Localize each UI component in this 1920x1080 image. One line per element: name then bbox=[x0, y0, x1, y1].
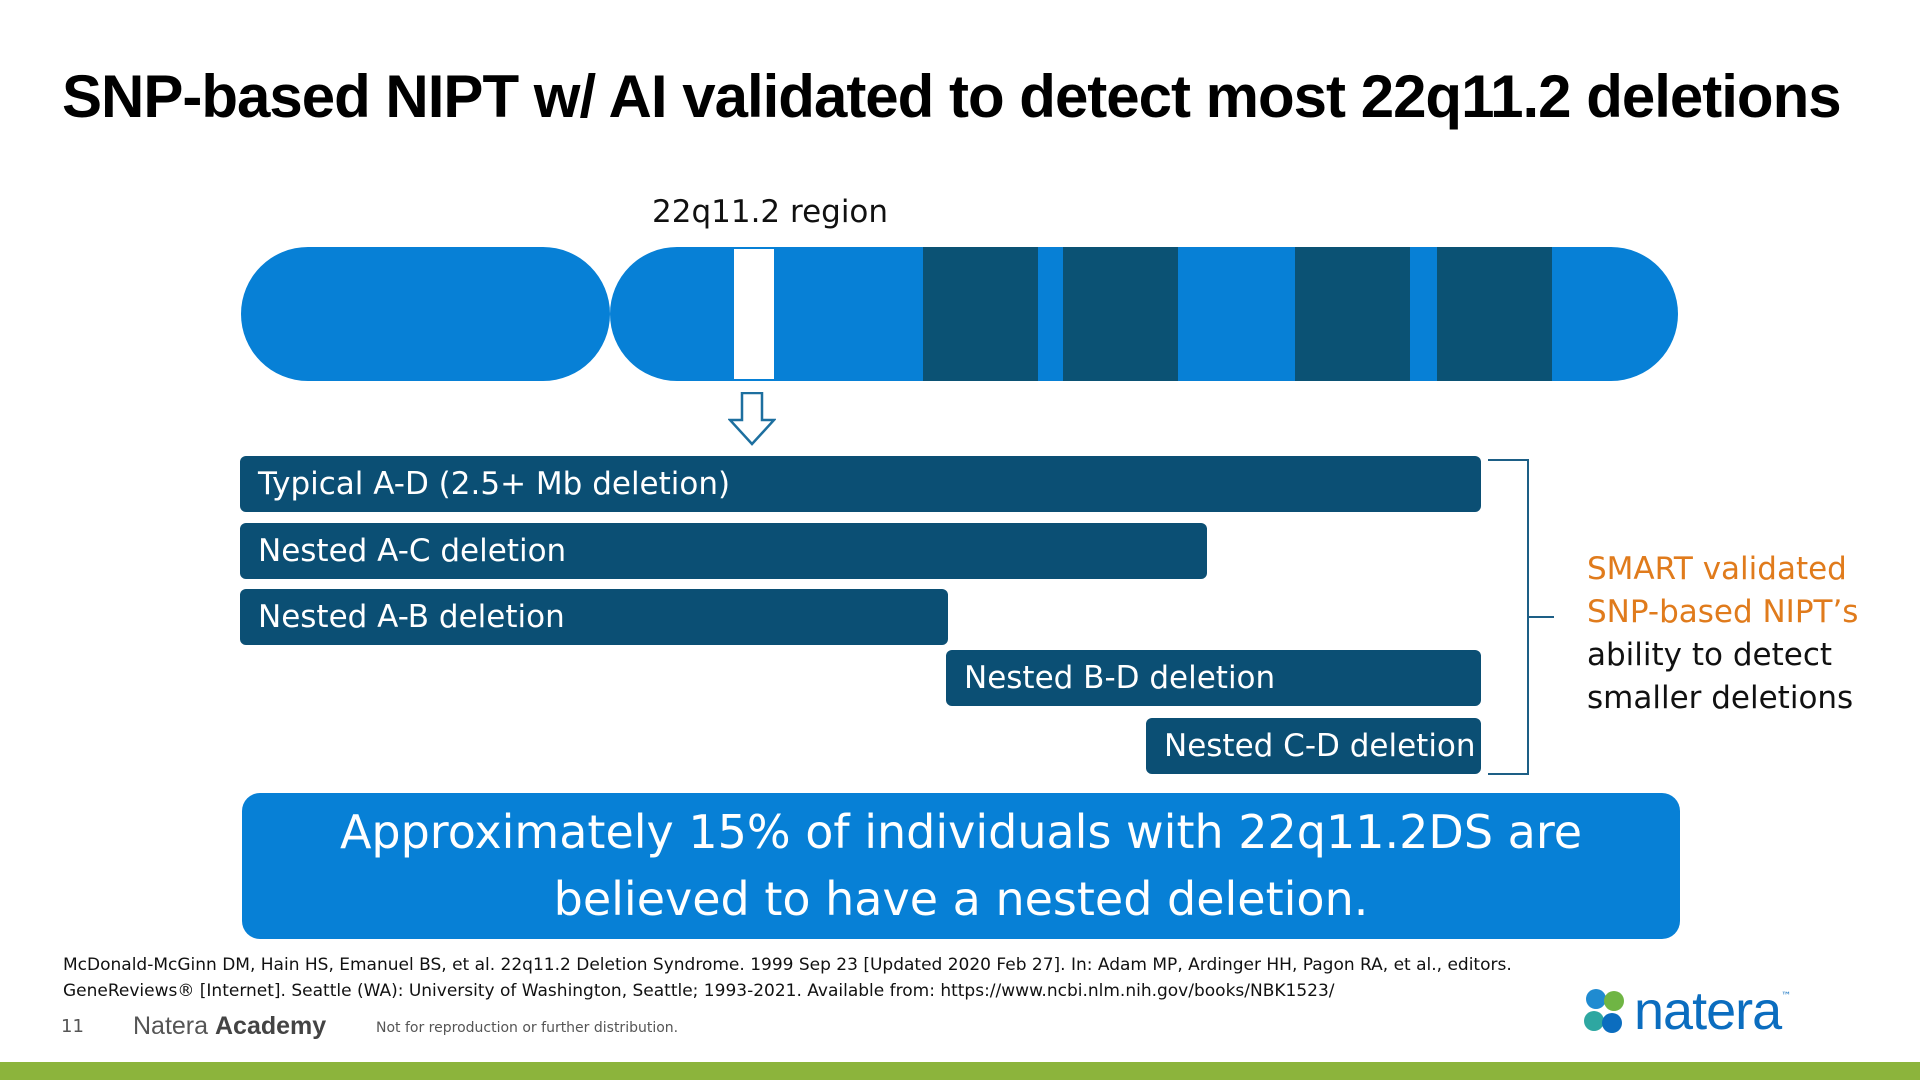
deletion-bar-nested-b-d: Nested B-D deletion bbox=[946, 650, 1481, 706]
chromosome-q-arm bbox=[610, 247, 1678, 381]
reference-line1: McDonald-McGinn DM, Hain HS, Emanuel BS,… bbox=[63, 955, 1512, 975]
logo-text: natera bbox=[1634, 981, 1782, 1041]
side-note-line4: smaller deletions bbox=[1587, 680, 1854, 716]
natera-academy-label: Natera Academy bbox=[133, 1012, 326, 1041]
natera-logo-icon bbox=[1584, 989, 1624, 1033]
callout-line1: Approximately 15% of individuals with 22… bbox=[339, 805, 1583, 859]
side-note-highlight-line1: SMART validated bbox=[1587, 551, 1847, 587]
slide-title: SNP-based NIPT w/ AI validated to detect… bbox=[62, 63, 1842, 130]
brand-light: Natera bbox=[133, 1012, 209, 1040]
callout-box: Approximately 15% of individuals with 22… bbox=[242, 793, 1680, 939]
side-note: SMART validated SNP-based NIPT’s ability… bbox=[1587, 548, 1887, 720]
natera-logo: natera ™ bbox=[1580, 981, 1792, 1041]
deletion-bar-nested-a-c: Nested A-C deletion bbox=[240, 523, 1207, 579]
chromosome-band bbox=[1063, 247, 1178, 381]
reference-citation: McDonald-McGinn DM, Hain HS, Emanuel BS,… bbox=[63, 952, 1563, 1004]
bracket-icon bbox=[1488, 459, 1554, 775]
deletion-bar-nested-c-d: Nested C-D deletion bbox=[1146, 718, 1481, 774]
region-label: 22q11.2 region bbox=[652, 194, 889, 230]
down-arrow-icon bbox=[728, 392, 776, 446]
reference-line2: GeneReviews® [Internet]. Seattle (WA): U… bbox=[63, 981, 1335, 1001]
side-note-highlight-line2: SNP-based NIPT’s bbox=[1587, 594, 1859, 630]
chromosome-band bbox=[1437, 247, 1552, 381]
deletion-bar-typical-a-d: Typical A-D (2.5+ Mb deletion) bbox=[240, 456, 1481, 512]
disclaimer: Not for reproduction or further distribu… bbox=[376, 1020, 679, 1036]
deletion-bar-nested-a-b: Nested A-B deletion bbox=[240, 589, 948, 645]
side-note-line3: ability to detect bbox=[1587, 637, 1833, 673]
footer-green-strip bbox=[0, 1062, 1920, 1080]
brand-bold: Academy bbox=[215, 1012, 327, 1040]
chromosome-band bbox=[1295, 247, 1410, 381]
callout-line2: believed to have a nested deletion. bbox=[553, 872, 1369, 926]
chromosome-band bbox=[923, 247, 1038, 381]
region-highlight-band bbox=[732, 247, 776, 381]
logo-trademark: ™ bbox=[1781, 991, 1792, 1002]
page-number: 11 bbox=[61, 1016, 84, 1037]
chromosome-p-arm bbox=[241, 247, 610, 381]
